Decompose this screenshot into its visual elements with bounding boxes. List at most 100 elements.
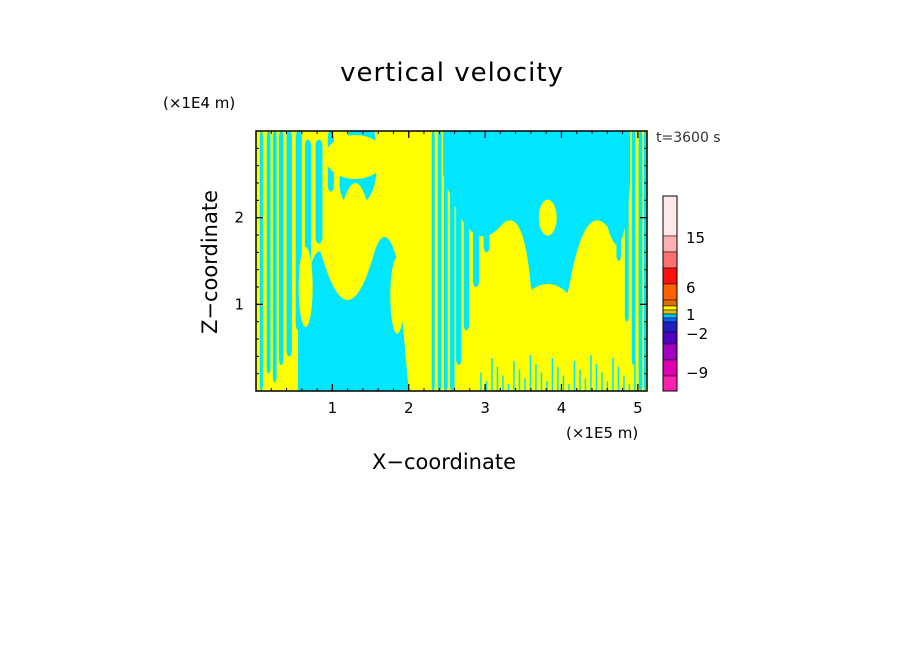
colorbar-label: 6: [686, 279, 696, 297]
negative-band: [638, 131, 643, 391]
negative-band: [631, 131, 636, 365]
colorbar-label: −9: [686, 364, 708, 382]
x-tick-label: 3: [480, 399, 490, 417]
noise-streak: [570, 372, 573, 391]
noise-streak: [634, 360, 636, 391]
noise-streak: [590, 355, 592, 391]
noise-streak: [601, 372, 603, 391]
negative-band: [266, 131, 271, 374]
noise-streak: [639, 369, 642, 391]
positive-streak: [390, 257, 405, 334]
noise-streak: [502, 375, 504, 391]
noise-streak: [562, 375, 565, 391]
noise-streak: [554, 378, 556, 391]
negative-band: [259, 131, 263, 391]
negative-band: [272, 131, 277, 383]
noise-streak: [485, 381, 488, 391]
colorbar-swatch: [662, 251, 678, 269]
noise-streak: [595, 363, 598, 391]
noise-streak: [587, 366, 589, 391]
noise-streak: [559, 355, 562, 391]
noise-streak: [543, 360, 545, 391]
colorbar-swatch: [662, 299, 678, 307]
negative-band: [643, 131, 647, 391]
negative-band: [286, 131, 292, 357]
noise-streak: [548, 369, 551, 391]
noise-streak: [573, 360, 576, 391]
colorbar-swatch: [662, 317, 678, 323]
noise-streak: [504, 363, 507, 391]
noise-streak: [625, 363, 628, 391]
noise-streak: [606, 381, 609, 391]
noise-streak: [609, 369, 611, 391]
y-tick-label: 1: [234, 295, 244, 313]
noise-streak: [493, 378, 496, 391]
colorbar-swatch: [662, 235, 678, 253]
y-tick-label: 2: [234, 209, 244, 227]
y-axis-unit: (×1E4 m): [163, 94, 236, 112]
negative-region: [443, 131, 631, 322]
colorbar-label: 1: [686, 306, 696, 324]
colorbar-swatch: [662, 331, 678, 345]
colorbar-swatch: [662, 375, 678, 392]
noise-streak: [507, 384, 510, 391]
noise-streak: [515, 381, 518, 391]
noise-streak: [491, 358, 493, 391]
noise-streak: [614, 378, 617, 391]
noise-streak: [510, 372, 512, 391]
positive-island: [538, 199, 557, 236]
positive-lobe: [325, 135, 386, 179]
noise-streak: [477, 384, 479, 391]
colorbar-swatch: [662, 267, 678, 285]
noise-streak: [581, 358, 584, 391]
noise-streak: [565, 363, 567, 391]
plot-border: [255, 130, 648, 392]
axis-ticks: 1 2 3 4 5 1 2: [234, 131, 647, 417]
colorbar-border: [662, 195, 678, 392]
negative-band: [443, 131, 448, 391]
noise-streak: [617, 366, 620, 391]
noise-streak: [532, 375, 534, 391]
plot-frame: [255, 130, 648, 392]
colorbar-swatch: [662, 283, 678, 301]
noise-streak: [557, 366, 559, 391]
noise-streak: [499, 355, 501, 391]
noise-streak: [480, 372, 482, 391]
noise-streak: [576, 381, 578, 391]
colorbar-swatch: [662, 359, 678, 377]
noise-streak: [584, 378, 587, 391]
x-axis-unit: (×1E5 m): [566, 424, 639, 442]
noise-streak: [526, 366, 529, 391]
noise-streak: [521, 358, 523, 391]
noise-streak: [598, 384, 600, 391]
x-tick-label: 5: [633, 399, 643, 417]
noise-streak: [524, 378, 526, 391]
noise-streak: [579, 369, 581, 391]
noise-streak: [546, 381, 548, 391]
x-tick-label: 1: [328, 399, 338, 417]
negative-region: [298, 236, 409, 391]
colorbar-label: −2: [686, 325, 708, 343]
x-tick-label: 2: [404, 399, 414, 417]
negative-band: [278, 131, 284, 365]
x-axis-title: X−coordinate: [372, 450, 516, 474]
colorbar: 15 6 1−2 −9: [662, 195, 708, 392]
noise-streak: [551, 358, 554, 391]
noise-streak: [482, 360, 485, 391]
noise-streak: [540, 372, 543, 391]
time-annotation: t=3600 s: [656, 130, 721, 146]
noise-streak: [537, 384, 540, 391]
negative-band: [315, 139, 323, 244]
noise-streak: [568, 384, 570, 391]
noise-streak: [535, 363, 537, 391]
velocity-field: [256, 131, 647, 391]
positive-streak: [298, 247, 313, 327]
colorbar-swatch: [662, 195, 678, 237]
noise-streak: [631, 372, 633, 391]
negative-band: [431, 131, 435, 391]
colorbar-swatch: [662, 321, 678, 333]
noise-streak: [623, 375, 625, 391]
colorbar-swatch: [662, 313, 678, 319]
noise-streak: [592, 375, 595, 391]
